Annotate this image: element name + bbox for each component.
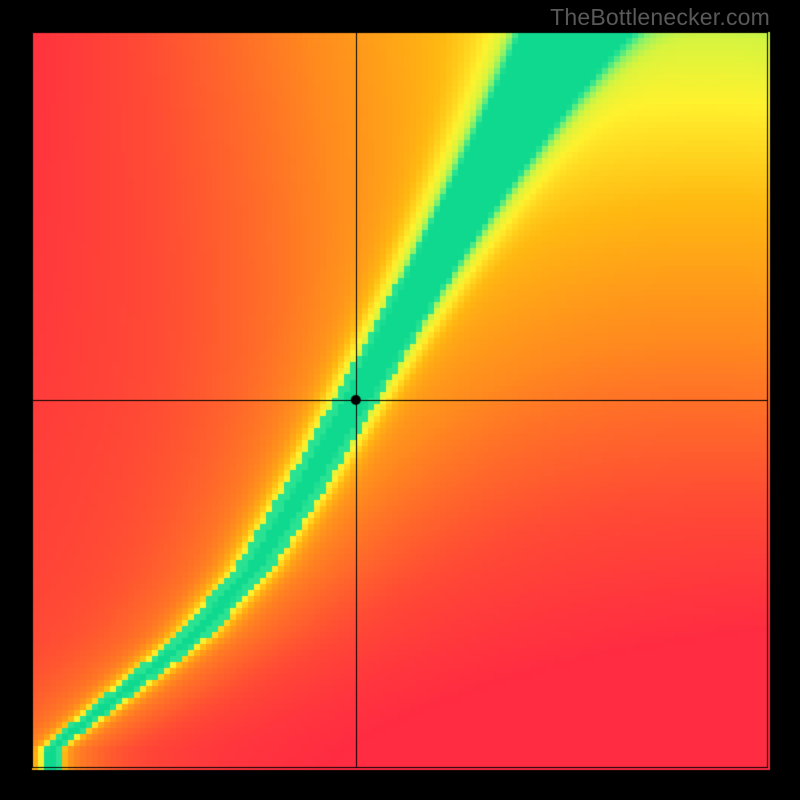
bottleneck-heatmap-figure: TheBottlenecker.com (0, 0, 800, 800)
heatmap-canvas (0, 0, 800, 800)
